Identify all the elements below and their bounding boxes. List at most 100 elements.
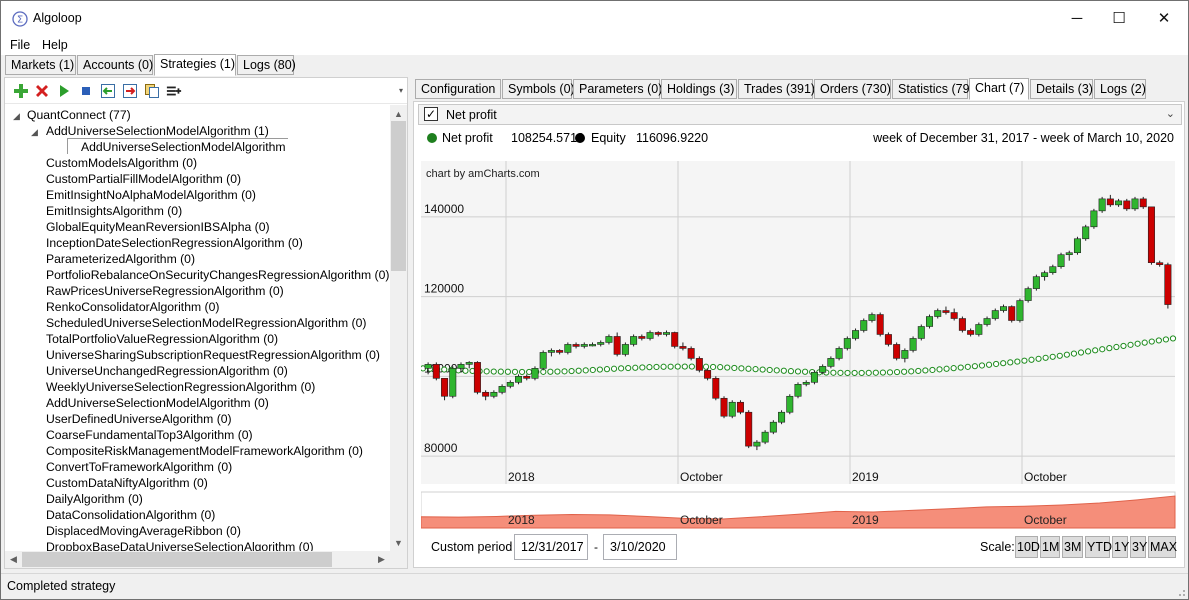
tree-item[interactable]: CustomPartialFillModelAlgorithm (0) [46,172,242,186]
candle [695,358,703,371]
tab-accounts[interactable]: Accounts (0) [77,55,153,75]
scale-button[interactable]: 3Y [1130,536,1147,558]
tree-item[interactable]: UserDefinedUniverseAlgorithm (0) [46,412,232,426]
vertical-scroll-thumb[interactable] [391,121,406,271]
to-date-input[interactable]: 3/10/2020 [603,534,677,560]
tree-item[interactable]: CoarseFundamentalTop3Algorithm (0) [46,428,253,442]
tab-logs[interactable]: Logs (80) [237,55,296,75]
detail-tab[interactable]: Holdings (3) [661,79,737,99]
tree-item[interactable]: EmitInsightNoAlphaModelAlgorithm (0) [46,188,256,202]
price-chart[interactable]: 800001000001200001400002018October2019Oc… [421,150,1177,550]
tree-item[interactable]: CustomDataNiftyAlgorithm (0) [46,476,208,490]
scroll-down-icon[interactable]: ▼ [394,537,403,548]
tree-root[interactable]: QuantConnect (77) [27,108,131,122]
scale-button[interactable]: YTD [1085,536,1112,558]
clone-icon[interactable] [144,83,160,99]
maximize-button[interactable]: ☐ [1112,10,1126,27]
detail-tab[interactable]: Details (3) [1030,79,1093,99]
tree-item[interactable]: ParameterizedAlgorithm (0) [46,252,196,266]
tree-item[interactable]: DisplacedMovingAverageRibbon (0) [46,524,241,538]
close-button[interactable]: ✕ [1157,10,1171,27]
candle [531,368,539,379]
tab-markets[interactable]: Markets (1) [5,55,76,75]
scale-button[interactable]: MAX [1148,536,1177,558]
tree-item[interactable]: AddUniverseSelectionModelAlgorithm (0) [46,396,269,410]
tree-item[interactable]: TotalPortfolioValueRegressionAlgorithm (… [46,332,279,346]
equity-marker [858,369,865,377]
minimize-button[interactable]: ─ [1071,9,1083,27]
from-date-input[interactable]: 12/31/2017 [514,534,588,560]
import-icon[interactable] [100,83,116,99]
tree-child[interactable]: AddUniverseSelectionModelAlgorithm [81,140,286,154]
tree-item[interactable]: CompositeRiskManagementModelFrameworkAlg… [46,444,363,458]
tree-item[interactable]: ConvertToFrameworkAlgorithm (0) [46,460,233,474]
tree-item[interactable]: ScheduledUniverseSelectionModelRegressio… [46,316,367,330]
scale-button[interactable]: 1Y [1112,536,1129,558]
delete-icon[interactable] [34,83,50,99]
detail-tab[interactable]: Logs (2) [1094,79,1146,99]
toolbar-overflow-icon[interactable]: ▾ [398,86,403,95]
detail-tab[interactable]: Configuration [415,79,501,99]
tree-item[interactable]: PortfolioRebalanceOnSecurityChangesRegre… [46,268,389,282]
equity-marker [490,368,497,375]
equity-marker [660,363,667,370]
equity-marker [504,368,512,375]
tree-item[interactable]: GlobalEquityMeanReversionIBSAlpha (0) [46,220,270,234]
tree-horizontal-scrollbar[interactable]: ◀ ▶ [5,551,407,568]
tree-item[interactable]: RawPricesUniverseRegressionAlgorithm (0) [46,284,284,298]
detail-tab[interactable]: Parameters (0) [573,79,662,99]
tree-item[interactable]: UniverseSharingSubscriptionRequestRegres… [46,348,380,362]
horizontal-scroll-thumb[interactable] [22,552,332,567]
stop-icon[interactable] [78,83,94,99]
candle [498,386,506,393]
list-add-icon[interactable] [166,83,182,99]
equity-marker [1056,352,1063,359]
tree-item[interactable]: UniverseUnchangedRegressionAlgorithm (0) [46,364,288,378]
series-selector[interactable]: ✓ Net profit ⌄ [418,104,1182,125]
resize-grip-icon[interactable] [1176,587,1186,597]
tree-item[interactable]: InceptionDateSelectionRegressionAlgorith… [46,236,303,250]
tree-item[interactable]: RenkoConsolidatorAlgorithm (0) [46,300,220,314]
date-range-dash: - [594,540,598,554]
equity-marker [794,368,802,375]
scroll-right-icon[interactable]: ▶ [378,554,385,564]
equity-marker [603,366,611,373]
scroll-up-icon[interactable]: ▲ [394,108,403,119]
equity-marker [1049,353,1056,360]
collapse-node-icon[interactable]: ◢ [31,127,38,137]
equity-marker [844,369,851,377]
tree-node-expanded[interactable]: AddUniverseSelectionModelAlgorithm (1) [46,124,269,138]
detail-tab[interactable]: Orders (730) [814,79,891,99]
tab-strategies[interactable]: Strategies (1) [154,54,236,76]
tree-item[interactable]: WeeklyUniverseSelectionRegressionAlgorit… [46,380,316,394]
detail-tab[interactable]: Statistics (79) [892,79,974,99]
equity-marker [1127,341,1134,348]
scroll-left-icon[interactable]: ◀ [10,554,17,564]
export-icon[interactable] [122,83,138,99]
tree-item[interactable]: DropboxBaseDataUniverseSelectionAlgorith… [46,540,314,551]
scale-button[interactable]: 1M [1040,536,1060,558]
tree-item[interactable]: DailyAlgorithm (0) [46,492,143,506]
tree-item[interactable]: EmitInsightsAlgorithm (0) [46,204,183,218]
candle [506,382,514,387]
equity-marker [872,369,879,376]
candle [794,384,802,397]
tree-item[interactable]: CustomModelsAlgorithm (0) [46,156,198,170]
tree-vertical-scrollbar[interactable]: ▲ ▼ [390,105,407,551]
detail-tab[interactable]: Chart (7) [969,78,1029,100]
add-icon[interactable] [13,83,29,99]
scale-button[interactable]: 10D [1015,536,1040,558]
tree-item[interactable]: DataConsolidationAlgorithm (0) [46,508,216,522]
series-checkbox[interactable]: ✓ [424,107,438,121]
equity-marker [1042,354,1049,361]
detail-tab[interactable]: Symbols (0) [502,79,575,99]
menu-file[interactable]: File [10,38,31,52]
chevron-down-icon[interactable]: ⌄ [1165,108,1175,120]
run-icon[interactable] [56,83,72,99]
scale-button[interactable]: 3M [1062,536,1083,558]
candle [547,350,555,353]
detail-tab[interactable]: Trades (391) [738,79,815,99]
equity-marker [653,363,660,371]
menu-help[interactable]: Help [42,38,68,52]
collapse-root-icon[interactable]: ◢ [13,111,20,121]
